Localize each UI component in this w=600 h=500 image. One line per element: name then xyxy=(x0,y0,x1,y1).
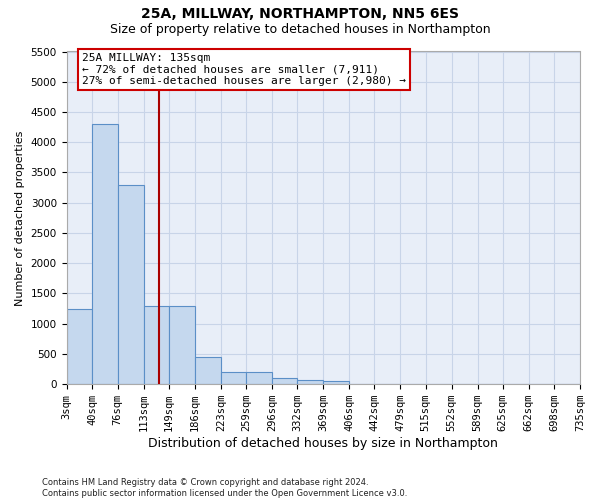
Bar xyxy=(169,306,195,384)
Y-axis label: Number of detached properties: Number of detached properties xyxy=(15,130,25,306)
Bar xyxy=(272,378,298,384)
Bar xyxy=(298,380,323,384)
Text: 25A, MILLWAY, NORTHAMPTON, NN5 6ES: 25A, MILLWAY, NORTHAMPTON, NN5 6ES xyxy=(141,8,459,22)
Bar xyxy=(323,381,349,384)
Bar xyxy=(195,357,221,384)
Text: Contains HM Land Registry data © Crown copyright and database right 2024.
Contai: Contains HM Land Registry data © Crown c… xyxy=(42,478,407,498)
Bar xyxy=(246,372,272,384)
Text: 25A MILLWAY: 135sqm
← 72% of detached houses are smaller (7,911)
27% of semi-det: 25A MILLWAY: 135sqm ← 72% of detached ho… xyxy=(82,53,406,86)
Text: Size of property relative to detached houses in Northampton: Size of property relative to detached ho… xyxy=(110,22,490,36)
Bar xyxy=(92,124,118,384)
Bar xyxy=(143,306,169,384)
Bar xyxy=(221,372,246,384)
Bar xyxy=(67,308,92,384)
X-axis label: Distribution of detached houses by size in Northampton: Distribution of detached houses by size … xyxy=(148,437,498,450)
Bar xyxy=(118,184,143,384)
